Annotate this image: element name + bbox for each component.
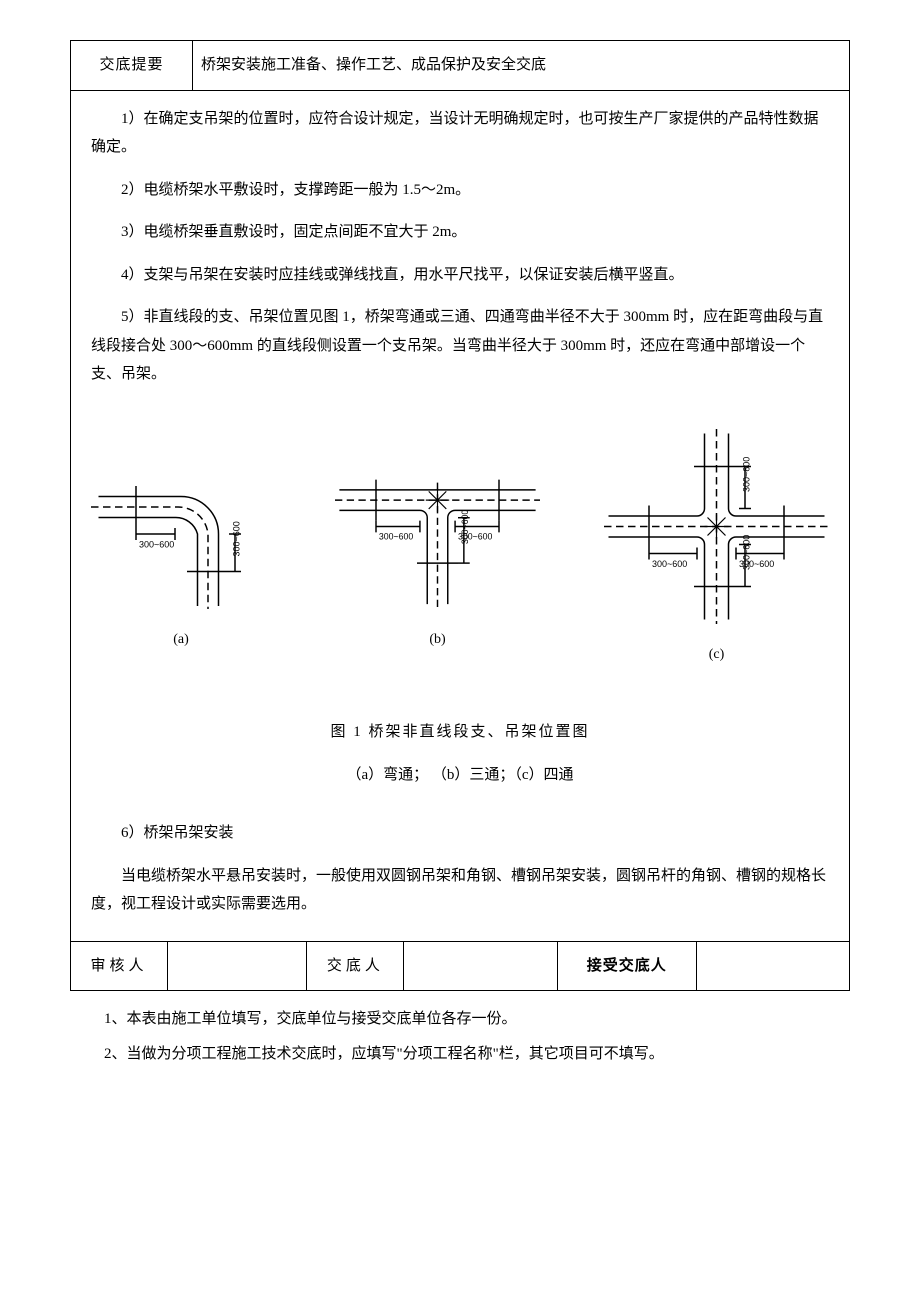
footer-value-receiver <box>697 942 849 991</box>
footer-label-receiver: 接受交底人 <box>558 942 697 991</box>
footer-label-disclosure: 交底人 <box>307 942 404 991</box>
para-1: 1）在确定支吊架的位置时，应符合设计规定，当设计无明确规定时，也可按生产厂家提供… <box>91 105 829 162</box>
diagram-b-svg: 300~600 300~600 300~600 <box>335 444 540 609</box>
diagram-a-svg: 300~600 300~600 <box>91 444 271 609</box>
dim-a-v: 300~600 <box>232 521 242 556</box>
header-content: 桥架安装施工准备、操作工艺、成品保护及安全交底 <box>193 41 849 90</box>
footnotes: 1、本表由施工单位填写，交底单位与接受交底单位各存一份。 2、当做为分项工程施工… <box>74 1005 850 1068</box>
para-4: 4）支架与吊架在安装时应挂线或弹线找直，用水平尺找平，以保证安装后横平竖直。 <box>91 261 829 290</box>
para-2: 2）电缆桥架水平敷设时，支撑跨距一般为 1.5～2m。 <box>91 176 829 205</box>
footer-value-disclosure <box>404 942 557 991</box>
figure-b-label: (b) <box>335 627 540 654</box>
dim-a-h: 300~600 <box>139 539 174 549</box>
figure-c-label: (c) <box>604 642 829 669</box>
body-cell: 1）在确定支吊架的位置时，应符合设计规定，当设计无明确规定时，也可按生产厂家提供… <box>71 91 849 941</box>
figure-c: 300~600 300~600 300~600 300~600 (c) <box>604 429 829 669</box>
para-3: 3）电缆桥架垂直敷设时，固定点间距不宜大于 2m。 <box>91 218 829 247</box>
dim-c-l: 300~600 <box>652 559 687 569</box>
figure-b: 300~600 300~600 300~600 (b) <box>335 444 540 654</box>
signature-row: 审核人 交底人 接受交底人 <box>71 941 849 991</box>
document-frame: 交底提要 桥架安装施工准备、操作工艺、成品保护及安全交底 1）在确定支吊架的位置… <box>70 40 850 991</box>
diagram-c-svg: 300~600 300~600 300~600 300~600 <box>604 429 829 624</box>
figure-a-label: (a) <box>91 627 271 654</box>
footer-label-reviewer: 审核人 <box>71 942 168 991</box>
para-7: 当电缆桥架水平悬吊安装时，一般使用双圆钢吊架和角钢、槽钢吊架安装，圆钢吊杆的角钢… <box>91 862 829 919</box>
figure-subtitle: （a）弯通； （b）三通；（c）四通 <box>91 761 829 790</box>
dim-b-v: 300~600 <box>460 509 470 543</box>
header-row: 交底提要 桥架安装施工准备、操作工艺、成品保护及安全交底 <box>71 41 849 91</box>
footer-value-reviewer <box>168 942 307 991</box>
dim-c-b: 300~600 <box>742 534 752 569</box>
footnote-2: 2、当做为分项工程施工技术交底时，应填写"分项工程名称"栏，其它项目可不填写。 <box>74 1040 850 1069</box>
dim-b-l: 300~600 <box>379 531 413 541</box>
figure-1: 300~600 300~600 (a) <box>91 429 829 790</box>
footnote-1: 1、本表由施工单位填写，交底单位与接受交底单位各存一份。 <box>74 1005 850 1034</box>
para-6: 6）桥架吊架安装 <box>91 819 829 848</box>
para-5: 5）非直线段的支、吊架位置见图 1，桥架弯通或三通、四通弯曲半径不大于 300m… <box>91 303 829 389</box>
dim-c-t: 300~600 <box>742 456 752 491</box>
figure-title: 图 1 桥架非直线段支、吊架位置图 <box>91 718 829 747</box>
figure-a: 300~600 300~600 (a) <box>91 444 271 654</box>
header-label: 交底提要 <box>71 41 193 90</box>
